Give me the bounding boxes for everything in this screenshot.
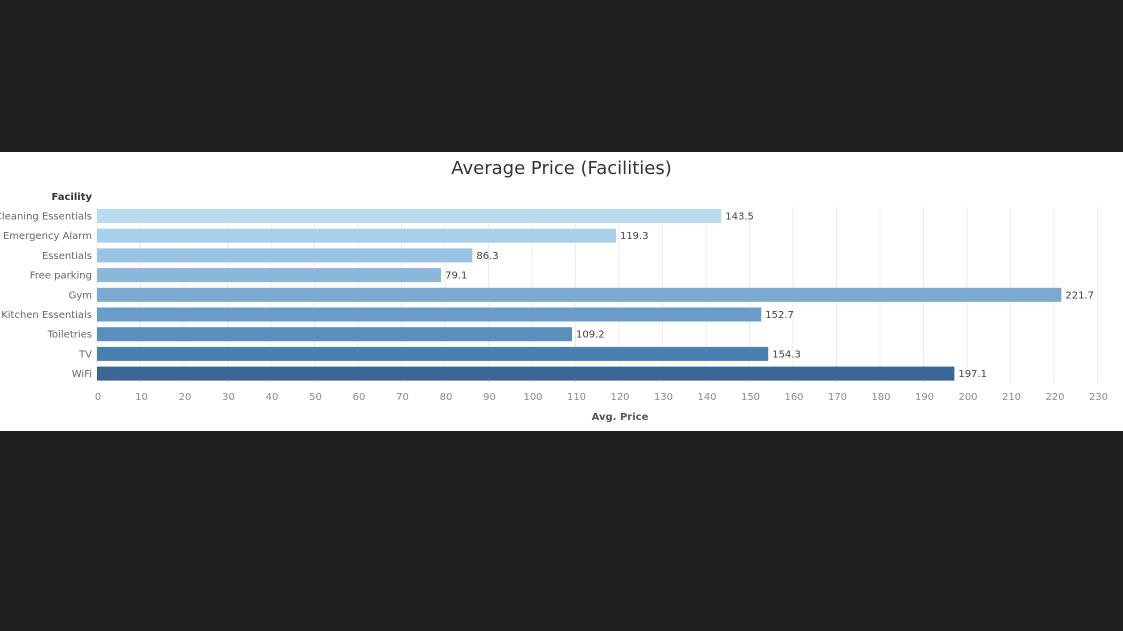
x-tick-label: 140	[697, 392, 716, 403]
x-tick-label: 90	[483, 392, 496, 403]
value-label: 143.5	[725, 212, 754, 223]
bar	[97, 228, 616, 243]
category-label: Kitchen Essentials	[1, 310, 92, 321]
chart-title: Average Price (Facilities)	[451, 158, 672, 179]
value-label: 109.2	[576, 330, 605, 341]
x-tick-label: 180	[871, 392, 890, 403]
bar-chart: 0 10 20 30 40 50 60 70 80 90 100 110 120 130 140 150 160…	[0, 207, 1108, 403]
bar	[97, 268, 442, 283]
x-tick-label: 10	[135, 392, 148, 403]
x-axis-title: Avg. Price	[591, 412, 649, 423]
value-label: 79.1	[445, 271, 467, 282]
x-tick-label: 60	[353, 392, 366, 403]
x-tick-label: 70	[396, 392, 409, 403]
category-label: Essentials	[42, 251, 92, 262]
category-label: Toiletries	[47, 330, 92, 341]
bar	[97, 327, 573, 342]
value-label: 221.7	[1065, 290, 1094, 301]
chart-panel: Average Price (Facilities) Facility 0 10 2…	[0, 152, 1123, 431]
value-label: 86.3	[476, 251, 498, 262]
x-tick-label: 50	[309, 392, 322, 403]
value-label: 197.1	[958, 369, 987, 380]
y-axis-header: Facility	[51, 192, 92, 203]
x-tick-label: 110	[567, 392, 586, 403]
category-label: Emergency Alarm	[3, 231, 92, 242]
category-label: WiFi	[72, 369, 92, 380]
bar	[97, 346, 769, 361]
x-tick-label: 80	[440, 392, 453, 403]
x-tick-label: 210	[1002, 392, 1021, 403]
category-label: TV	[78, 349, 92, 360]
bar	[97, 248, 473, 263]
bar	[97, 209, 722, 223]
x-tick-label: 0	[95, 392, 101, 403]
x-tick-label: 120	[610, 392, 629, 403]
category-label: Free parking	[30, 271, 92, 282]
bar	[97, 307, 762, 322]
bar	[97, 287, 1062, 302]
value-label: 152.7	[765, 310, 794, 321]
x-tick-label: 190	[915, 392, 934, 403]
bar	[97, 366, 955, 381]
x-tick-label: 160	[784, 392, 803, 403]
x-tick-label: 40	[266, 392, 279, 403]
x-tick-label: 220	[1045, 392, 1064, 403]
category-label: Cleaning Essentials	[0, 212, 92, 223]
category-label: Gym	[69, 290, 92, 301]
x-tick-label: 30	[222, 392, 235, 403]
value-label: 119.3	[620, 231, 649, 242]
x-tick-label: 230	[1089, 392, 1108, 403]
x-tick-label: 130	[654, 392, 673, 403]
value-label: 154.3	[772, 349, 801, 360]
x-tick-label: 20	[179, 392, 192, 403]
x-tick-label: 200	[958, 392, 977, 403]
x-tick-label: 150	[741, 392, 760, 403]
x-tick-label: 100	[523, 392, 542, 403]
x-tick-label: 170	[828, 392, 847, 403]
